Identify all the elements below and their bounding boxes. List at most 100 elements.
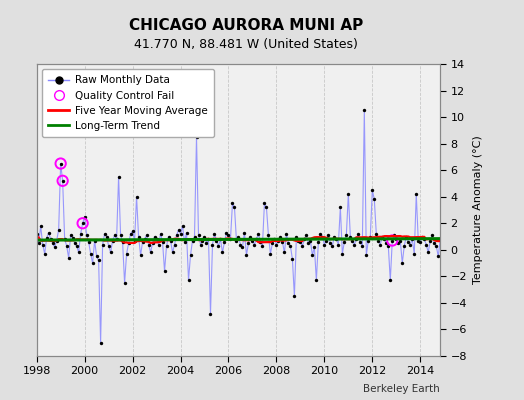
Point: [174, 227, 183, 233]
Point: [238, 244, 247, 250]
Point: [370, 196, 378, 202]
Point: [180, 239, 189, 245]
Point: [268, 240, 277, 246]
Point: [91, 237, 99, 244]
Point: [328, 243, 336, 249]
Point: [306, 237, 314, 244]
Point: [160, 268, 169, 274]
Point: [232, 237, 241, 244]
Point: [155, 241, 163, 248]
Point: [410, 250, 419, 257]
Point: [324, 232, 333, 238]
Point: [145, 241, 153, 248]
Point: [456, 237, 464, 244]
Point: [57, 160, 65, 167]
Point: [296, 239, 304, 245]
Point: [82, 232, 91, 238]
Point: [96, 340, 105, 346]
Point: [274, 237, 282, 244]
Point: [448, 231, 456, 237]
Point: [322, 237, 331, 244]
Point: [162, 243, 171, 249]
Point: [376, 241, 385, 248]
Point: [89, 260, 97, 266]
Point: [200, 233, 209, 240]
Point: [143, 232, 151, 238]
Point: [434, 253, 442, 260]
Point: [40, 250, 49, 257]
Point: [384, 243, 392, 249]
Point: [356, 239, 365, 245]
Point: [226, 236, 235, 242]
Point: [262, 204, 270, 210]
Point: [280, 249, 289, 256]
Point: [230, 204, 238, 210]
Point: [350, 241, 358, 248]
Point: [212, 237, 221, 244]
Point: [219, 249, 227, 256]
Point: [302, 232, 311, 238]
Point: [312, 277, 321, 284]
Point: [288, 256, 297, 262]
Point: [292, 233, 301, 240]
Point: [256, 239, 265, 245]
Point: [220, 239, 228, 245]
Point: [282, 231, 291, 237]
Point: [47, 236, 55, 242]
Point: [310, 244, 319, 250]
Point: [422, 241, 430, 248]
Point: [126, 231, 135, 237]
Point: [416, 239, 424, 245]
Point: [294, 237, 302, 244]
Y-axis label: Temperature Anomaly (°C): Temperature Anomaly (°C): [473, 136, 483, 284]
Point: [182, 229, 191, 236]
Point: [79, 220, 87, 226]
Point: [258, 243, 267, 249]
Point: [79, 220, 87, 226]
Point: [326, 240, 334, 246]
Point: [67, 232, 75, 238]
Point: [152, 236, 161, 242]
Point: [338, 250, 346, 257]
Point: [224, 232, 233, 238]
Point: [140, 236, 149, 242]
Point: [454, 233, 462, 240]
Point: [172, 232, 181, 238]
Point: [270, 236, 279, 242]
Point: [380, 236, 388, 242]
Point: [252, 236, 260, 242]
Point: [254, 231, 263, 237]
Point: [216, 236, 225, 242]
Point: [398, 260, 407, 266]
Point: [198, 237, 206, 244]
Point: [134, 233, 143, 240]
Point: [128, 228, 137, 234]
Point: [187, 252, 195, 258]
Point: [69, 235, 77, 241]
Point: [348, 237, 356, 244]
Point: [114, 174, 123, 180]
Point: [334, 241, 343, 248]
Point: [209, 241, 217, 248]
Point: [165, 233, 173, 240]
Point: [234, 233, 243, 240]
Point: [148, 240, 157, 246]
Point: [364, 237, 373, 244]
Point: [236, 241, 245, 248]
Point: [404, 239, 412, 245]
Point: [286, 243, 294, 249]
Point: [113, 236, 121, 242]
Point: [206, 310, 215, 317]
Point: [284, 240, 292, 246]
Point: [101, 231, 109, 237]
Point: [440, 196, 449, 202]
Point: [420, 236, 429, 242]
Point: [146, 249, 155, 256]
Point: [388, 237, 397, 244]
Point: [81, 214, 89, 220]
Point: [241, 229, 249, 236]
Point: [304, 240, 313, 246]
Point: [336, 204, 345, 210]
Point: [372, 231, 380, 237]
Point: [406, 241, 414, 248]
